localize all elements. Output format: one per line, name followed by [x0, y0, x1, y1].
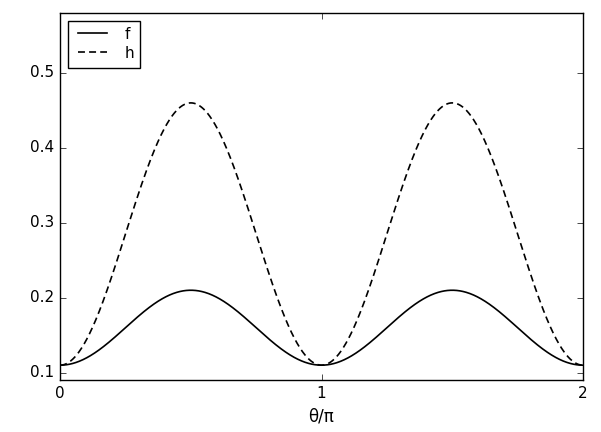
h [474, 124, 481, 129]
f [579, 362, 587, 368]
f [56, 362, 64, 368]
h [188, 100, 195, 105]
h [269, 280, 276, 286]
Line: h: h [60, 103, 583, 365]
f [110, 336, 117, 341]
f [269, 339, 276, 344]
h [110, 269, 117, 274]
Line: f: f [60, 290, 583, 365]
Legend: f, h: f, h [68, 21, 140, 67]
h [579, 362, 587, 368]
f [465, 290, 472, 295]
f [188, 288, 195, 293]
f [287, 353, 294, 358]
f [474, 295, 481, 300]
h [465, 110, 472, 115]
h [416, 139, 423, 144]
X-axis label: θ/π: θ/π [308, 408, 335, 426]
h [56, 362, 64, 368]
h [287, 329, 294, 334]
f [416, 299, 423, 304]
